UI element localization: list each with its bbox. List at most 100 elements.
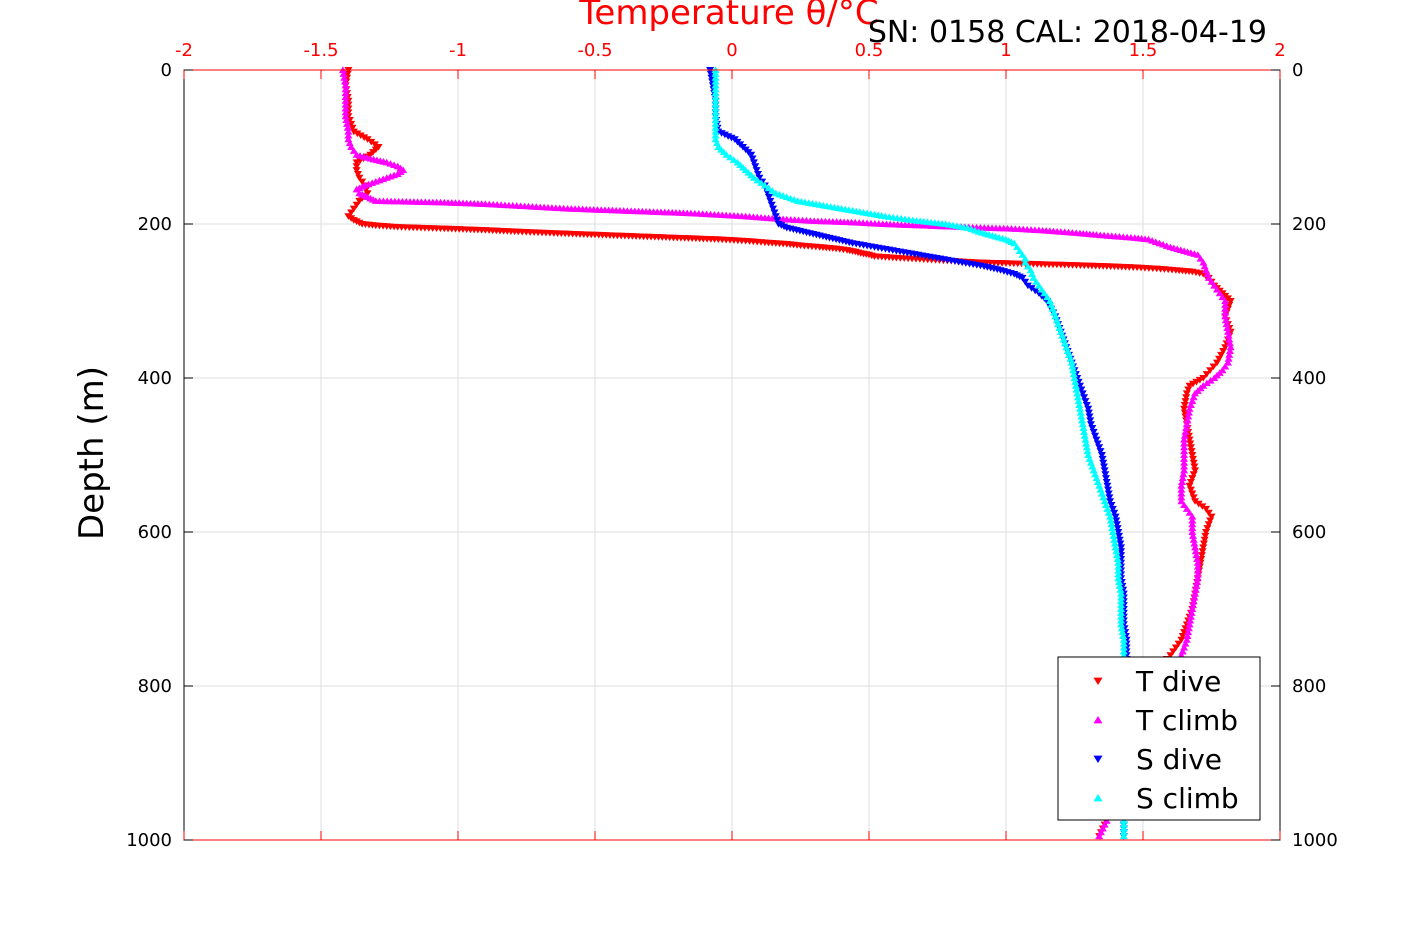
point-s-dive xyxy=(766,197,775,205)
point-t-dive xyxy=(356,132,365,140)
point-t-dive xyxy=(367,138,376,146)
point-s-dive xyxy=(1084,405,1093,413)
point-t-dive xyxy=(1184,386,1193,394)
point-s-climb xyxy=(1071,382,1080,389)
point-t-climb xyxy=(341,108,350,116)
point-t-climb xyxy=(1188,516,1197,524)
point-t-climb xyxy=(1188,520,1197,528)
point-s-climb xyxy=(1076,409,1085,416)
point-t-climb xyxy=(1180,462,1189,470)
point-t-dive xyxy=(1189,455,1198,463)
point-s-climb xyxy=(1070,374,1079,381)
point-t-climb xyxy=(341,97,350,104)
point-s-dive xyxy=(1098,455,1107,463)
point-s-climb xyxy=(1119,636,1128,643)
point-t-climb xyxy=(1186,613,1195,620)
point-t-dive xyxy=(347,209,356,217)
point-s-dive xyxy=(1023,282,1032,290)
y-tick-label-left: 200 xyxy=(138,214,172,235)
point-s-climb xyxy=(1117,616,1126,624)
point-s-dive xyxy=(1104,490,1113,498)
point-t-climb xyxy=(1221,297,1230,304)
point-t-climb xyxy=(343,120,352,127)
point-s-climb xyxy=(1079,424,1088,432)
point-s-climb xyxy=(1015,247,1024,254)
point-s-dive xyxy=(748,155,757,163)
point-t-dive xyxy=(1180,405,1189,413)
point-t-climb xyxy=(1189,597,1198,605)
point-s-climb xyxy=(1117,593,1126,601)
point-s-climb xyxy=(1117,609,1126,616)
point-t-climb xyxy=(1221,362,1230,370)
point-s-dive xyxy=(1112,521,1121,528)
point-s-climb xyxy=(711,97,720,104)
point-s-dive xyxy=(1101,471,1110,478)
point-s-climb xyxy=(1010,239,1019,247)
point-s-climb xyxy=(1119,643,1128,651)
point-s-dive xyxy=(752,167,761,174)
point-s-dive xyxy=(1103,482,1112,490)
point-t-climb xyxy=(340,77,349,85)
point-t-climb xyxy=(1193,559,1202,566)
point-s-dive xyxy=(749,159,758,166)
legend-marker-s-dive xyxy=(1093,755,1103,764)
point-t-climb xyxy=(1182,505,1191,512)
x-tick-label: 1.5 xyxy=(1129,40,1158,61)
point-t-dive xyxy=(1198,503,1207,510)
point-t-dive xyxy=(1201,532,1210,540)
point-t-climb xyxy=(342,116,351,124)
point-t-climb xyxy=(1218,293,1227,301)
point-t-dive xyxy=(1194,500,1203,508)
point-t-dive xyxy=(1204,521,1213,528)
point-t-climb xyxy=(1224,332,1233,339)
point-t-dive xyxy=(1219,348,1228,355)
point-t-climb xyxy=(344,128,353,135)
point-t-climb xyxy=(340,74,349,81)
x-tick-label: 0.5 xyxy=(855,40,884,61)
point-s-dive xyxy=(1111,513,1120,521)
point-s-dive xyxy=(1104,486,1113,494)
point-s-climb xyxy=(1117,605,1126,612)
point-t-climb xyxy=(1177,493,1186,501)
point-s-climb xyxy=(1080,432,1089,439)
point-s-dive xyxy=(1107,502,1116,509)
point-t-climb xyxy=(1177,489,1186,497)
point-t-climb xyxy=(1226,343,1235,351)
point-t-climb xyxy=(1186,616,1195,624)
point-t-dive xyxy=(1188,475,1197,482)
y-tick-label-right: 0 xyxy=(1292,60,1303,81)
point-t-climb xyxy=(1193,251,1202,258)
point-t-dive xyxy=(1199,375,1208,382)
x-axis-title: Temperature θ/°C xyxy=(578,0,878,33)
point-s-climb xyxy=(1073,389,1082,397)
point-t-dive xyxy=(358,178,367,186)
series-t-climb xyxy=(338,66,1235,840)
point-t-climb xyxy=(1193,563,1202,570)
point-s-climb xyxy=(1115,578,1124,586)
point-t-dive xyxy=(353,130,362,138)
point-s-climb xyxy=(1043,293,1052,301)
point-s-climb xyxy=(1082,443,1091,451)
point-t-climb xyxy=(1180,466,1189,474)
point-s-climb xyxy=(1114,559,1123,566)
point-t-climb xyxy=(341,89,350,97)
point-s-dive xyxy=(1092,436,1101,444)
point-s-dive xyxy=(1084,409,1093,417)
point-t-climb xyxy=(1225,347,1234,355)
point-s-climb xyxy=(711,77,720,85)
point-s-dive xyxy=(1115,536,1124,544)
point-t-climb xyxy=(1206,376,1215,384)
point-t-dive xyxy=(1189,471,1198,478)
point-s-climb xyxy=(1075,405,1084,412)
y-tick-label-left: 800 xyxy=(138,676,172,697)
point-s-climb xyxy=(1119,828,1128,836)
point-s-climb xyxy=(1107,520,1116,528)
point-s-climb xyxy=(1021,258,1030,266)
point-t-dive xyxy=(1202,529,1211,536)
point-s-climb xyxy=(711,131,720,139)
point-t-climb xyxy=(341,104,350,112)
point-s-dive xyxy=(1099,463,1108,471)
point-t-climb xyxy=(1210,282,1219,289)
